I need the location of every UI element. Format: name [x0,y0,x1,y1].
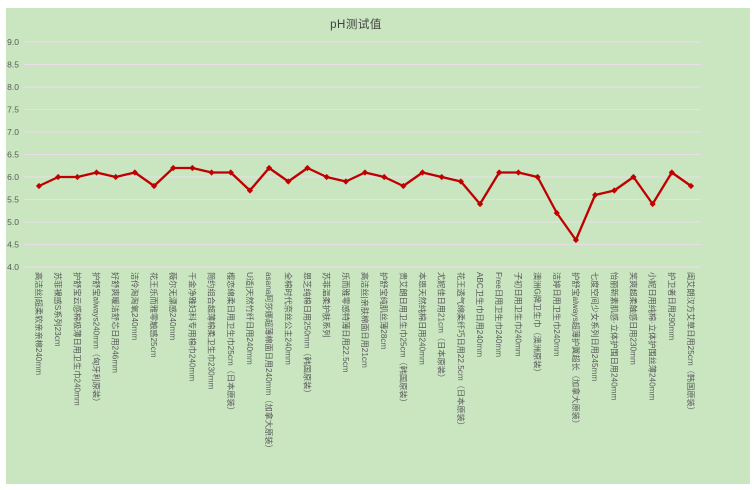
data-point-marker [227,169,234,176]
data-point-marker [381,173,388,181]
data-point-marker [496,169,503,176]
data-point-marker [515,169,522,176]
data-point-marker [649,200,656,208]
x-axis-category-label: 恩芝纯棉日用250mm（韩国原装） [302,272,312,398]
data-point-marker [150,182,158,190]
x-axis-category-label: 千金净雅妇科专用棉巾240mm [187,272,197,381]
data-point-marker [285,178,292,185]
x-axis-category-label: 本恩天然纯棉日用240mm [418,272,428,365]
data-point-marker [361,169,369,176]
x-axis-category-label: 苏菲裸感S系列23cm [53,272,63,347]
data-point-marker [208,169,215,176]
x-axis-category-label: 护舒宝always超薄护翼超长（加拿大原装） [571,272,581,428]
data-point-marker [189,164,196,172]
x-axis-category-label: 子初日用卫生巾240mm [513,272,523,357]
x-axis-category-label: 花王乐而雅零触感25cm [149,272,159,358]
data-point-marker [342,178,349,185]
data-point-marker [630,173,637,181]
x-axis-category-label: 护舒宝always240mm（匈牙利原装） [92,272,102,406]
x-axis-category-label: 高洁丝|超柔软亲亲棉240mm [34,272,44,375]
x-axis-category-label: 小妮日用纯棉·立体护围丝薄240mm [648,272,658,400]
data-point-marker [304,164,311,172]
data-point-marker [553,209,560,217]
x-axis-category-label: asana阿莎娜超薄棉面日用240mm（加拿大原装） [264,272,274,453]
data-point-marker [74,173,81,181]
data-point-marker [572,236,580,244]
x-axis-category-label: 高洁丝|亲肤棉面日用21cm [360,272,370,368]
data-point-marker [55,173,62,181]
y-axis-tick-label: 4.0 [7,262,19,272]
data-point-marker [668,169,675,176]
data-point-marker [112,173,119,181]
x-axis-category-label: 闺艾朗汉方艾草日用25cm（韩国原装） [686,272,696,415]
chart-title: pH测试值 [330,19,382,31]
y-axis-tick-label: 5.0 [7,217,19,227]
x-axis-category-label: 简约组合超薄棉柔卫生巾230mm [207,272,217,390]
data-point-marker [323,173,330,181]
data-point-marker [457,178,464,185]
x-axis-category-label: 贵艾朗日用卫生巾25cm（韩国原装） [398,272,408,407]
x-axis-category-label: 樱恋绵柔日用卫生巾25cm（日本原装） [226,272,236,415]
data-point-marker [131,169,138,176]
x-axis-category-label: 笑爽超柔触感日用230mm [628,272,638,365]
x-axis-category-label: 苏菲温柔护肤系列 [322,272,332,338]
x-axis-category-label: ABC卫生巾日用240mm [475,272,485,357]
x-axis-category-label: 花王透气绵柔纤巧日用22.5cm（日本原装） [456,272,466,430]
x-axis-category-label: 澳洲G牌卫生巾（澳洲原装） [533,272,543,377]
data-point-marker [35,182,43,190]
x-axis-category-label: Free日用卫生巾240mm [494,272,504,357]
x-axis-category-label: 好舒爽暖洁舒芯日用246mm [111,272,121,373]
y-axis-tick-label: 8.0 [7,82,19,92]
data-point-marker [419,169,426,176]
y-axis-tick-label: 9.0 [7,37,19,47]
data-point-marker [266,164,273,172]
line-chart: 4.0 4.5 5.0 5.5 6.0 6.5 7.0 7.5 8.0 8.5 9.0 高洁丝|超柔软… [7,37,701,453]
data-point-marker [246,187,254,194]
x-axis-category-label: 洁婷日用卫生巾240mm [552,272,562,357]
x-axis-category-label: 薇尔无漂感240mm [168,272,178,340]
data-point-marker [400,182,407,190]
y-axis-tick-label: 6.5 [7,150,19,160]
y-axis-tick-label: 8.5 [7,60,19,70]
y-axis-tick-label: 4.5 [7,240,19,250]
plot-area: pH测试值 4.0 4.5 5.0 5.5 6.0 6.5 7.0 7.5 8.0 8.5 9.0 高… [6,8,750,484]
y-axis-tick-label: 7.5 [7,105,19,115]
x-axis-category-label: 全棉时代奈丝公主240mm [283,272,293,365]
data-point-marker [93,169,100,176]
data-point-marker [611,187,618,194]
y-axis-tick-label: 7.0 [7,127,19,137]
data-point-marker [170,164,177,172]
x-axis-category-label: U适|天然竹纤日用240mm [245,272,255,365]
data-point-marker [534,173,541,181]
x-axis-category-label: 护卫者日用290mm [667,272,677,340]
x-axis-category-label: 七度空间少女系列日用245mm [590,272,600,381]
data-point-marker [687,182,695,190]
x-axis-category-label: 怡丽新素肌感·立体护围日用240mm [609,272,619,400]
y-axis-tick-label: 6.0 [7,172,19,182]
data-point-marker [592,191,599,199]
data-series-line [38,166,692,242]
x-axis-category-label: 护舒宝纯肌丝薄28cm [379,272,389,350]
x-axis-category-label: 护舒宝云感棉极薄日用卫生巾240mm [72,272,82,406]
data-point-marker [438,173,445,181]
y-axis-tick-label: 5.5 [7,195,19,205]
x-axis-category-label: 洁伶淘淘氧240mm [130,272,140,340]
data-point-marker [476,200,484,208]
x-axis-category-label: 尤妮佳日用21cm（日本原装） [437,272,447,382]
x-axis-category-label: 乐而雅零感特薄日用22.5cm [341,272,351,373]
